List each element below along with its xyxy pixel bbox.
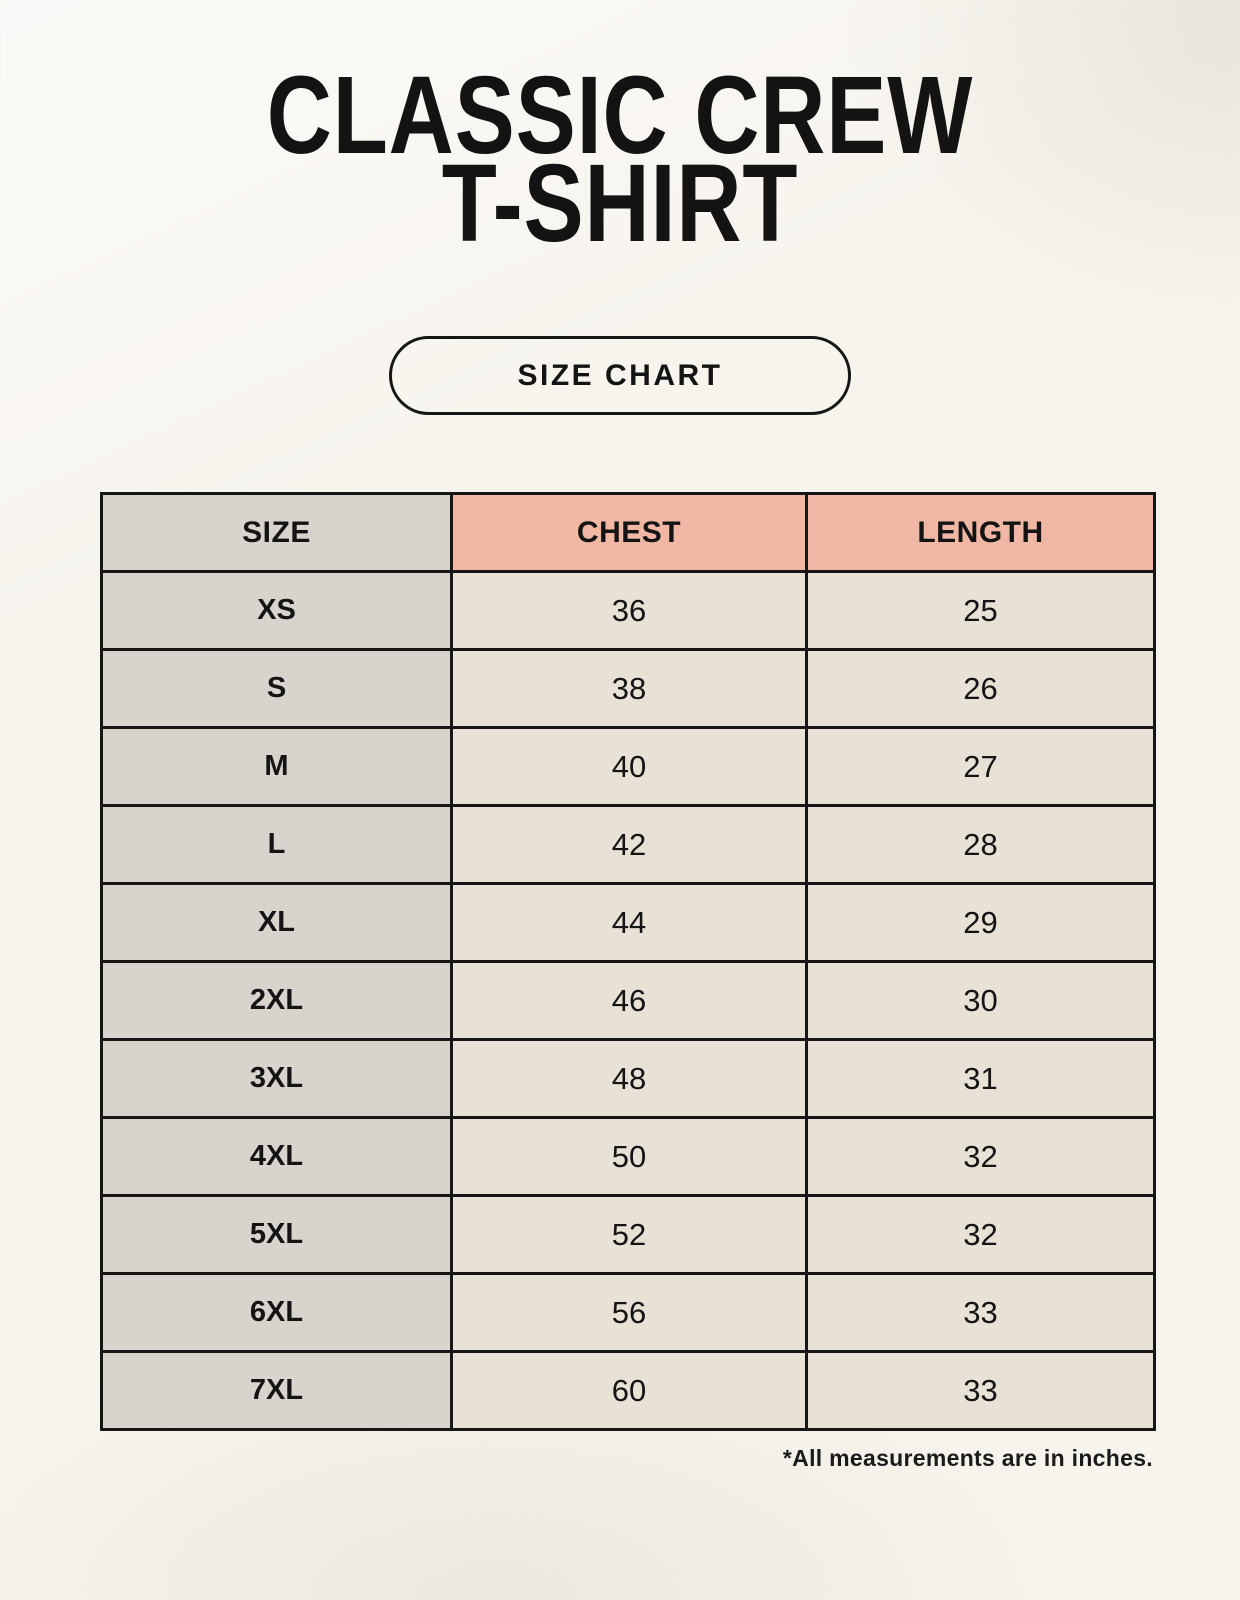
table-row: 3XL 48 31: [100, 1038, 1156, 1119]
table-row: 6XL 56 33: [100, 1272, 1156, 1353]
chest-cell: 56: [450, 1272, 808, 1353]
size-cell: M: [100, 726, 453, 807]
length-cell: 26: [805, 648, 1156, 729]
table-header-row: SIZE CHEST LENGTH: [100, 492, 1156, 573]
table-row: 2XL 46 30: [100, 960, 1156, 1041]
table-row: M 40 27: [100, 726, 1156, 807]
length-cell: 25: [805, 570, 1156, 651]
length-cell: 32: [805, 1194, 1156, 1275]
chest-cell: 44: [450, 882, 808, 963]
size-chart-table: SIZE CHEST LENGTH XS 36 25 S 38 26 M 40 …: [100, 492, 1156, 1431]
length-cell: 32: [805, 1116, 1156, 1197]
column-header-size: SIZE: [100, 492, 453, 573]
length-cell: 27: [805, 726, 1156, 807]
length-cell: 29: [805, 882, 1156, 963]
size-cell: 2XL: [100, 960, 453, 1041]
size-chart-badge: SIZE CHART: [389, 336, 851, 415]
length-cell: 31: [805, 1038, 1156, 1119]
size-cell: 4XL: [100, 1116, 453, 1197]
table-row: 5XL 52 32: [100, 1194, 1156, 1275]
chest-cell: 48: [450, 1038, 808, 1119]
page-title-line2: T-SHIRT: [441, 142, 799, 265]
size-chart-page: CLASSIC CREW T-SHIRT SIZE CHART SIZE CHE…: [0, 54, 1240, 1600]
chest-cell: 46: [450, 960, 808, 1041]
size-cell: 3XL: [100, 1038, 453, 1119]
table-row: L 42 28: [100, 804, 1156, 885]
size-cell: L: [100, 804, 453, 885]
chest-cell: 38: [450, 648, 808, 729]
size-chart-badge-label: SIZE CHART: [517, 358, 723, 392]
size-cell: 7XL: [100, 1350, 453, 1431]
chest-cell: 60: [450, 1350, 808, 1431]
page-title-line1: CLASSIC CREW: [266, 54, 974, 177]
chest-cell: 42: [450, 804, 808, 885]
size-cell: 6XL: [100, 1272, 453, 1353]
size-cell: 5XL: [100, 1194, 453, 1275]
length-cell: 30: [805, 960, 1156, 1041]
chest-cell: 36: [450, 570, 808, 651]
column-header-chest: CHEST: [450, 492, 808, 573]
length-cell: 33: [805, 1350, 1156, 1431]
size-cell: XL: [100, 882, 453, 963]
table-row: XL 44 29: [100, 882, 1156, 963]
chest-cell: 50: [450, 1116, 808, 1197]
chest-cell: 40: [450, 726, 808, 807]
size-cell: XS: [100, 570, 453, 651]
size-cell: S: [100, 648, 453, 729]
measurements-footnote: *All measurements are in inches.: [782, 1445, 1153, 1471]
length-cell: 28: [805, 804, 1156, 885]
table-row: 4XL 50 32: [100, 1116, 1156, 1197]
page-title: CLASSIC CREW T-SHIRT: [112, 54, 1129, 265]
table-row: 7XL 60 33: [100, 1350, 1156, 1431]
chest-cell: 52: [450, 1194, 808, 1275]
table-row: XS 36 25: [100, 570, 1156, 651]
table-row: S 38 26: [100, 648, 1156, 729]
length-cell: 33: [805, 1272, 1156, 1353]
column-header-length: LENGTH: [805, 492, 1156, 573]
